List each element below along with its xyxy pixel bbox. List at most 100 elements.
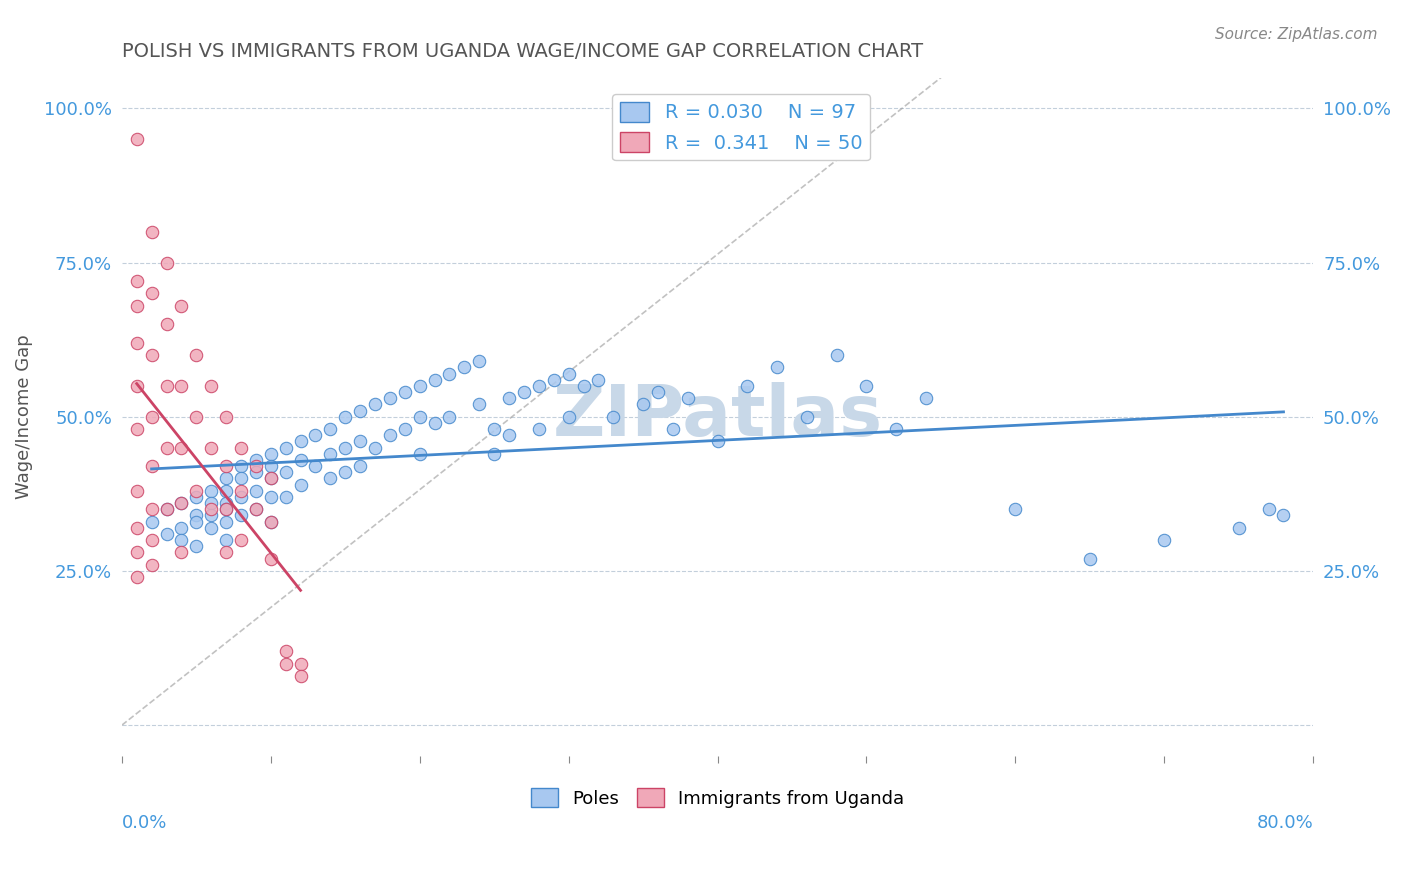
- Immigrants from Uganda: [245, 459, 267, 474]
- Poles: [155, 502, 177, 516]
- Immigrants from Uganda: [260, 515, 283, 529]
- Poles: [260, 459, 283, 474]
- Poles: [1078, 551, 1101, 566]
- Poles: [394, 422, 416, 436]
- Immigrants from Uganda: [125, 132, 148, 146]
- Immigrants from Uganda: [200, 441, 222, 455]
- Poles: [260, 490, 283, 504]
- Poles: [260, 471, 283, 485]
- Poles: [482, 422, 505, 436]
- Immigrants from Uganda: [125, 570, 148, 584]
- Immigrants from Uganda: [290, 657, 312, 671]
- Poles: [274, 490, 297, 504]
- Poles: [335, 409, 357, 424]
- Immigrants from Uganda: [141, 533, 163, 548]
- Immigrants from Uganda: [170, 299, 193, 313]
- Immigrants from Uganda: [155, 441, 177, 455]
- Poles: [274, 441, 297, 455]
- Poles: [572, 379, 595, 393]
- Poles: [245, 502, 267, 516]
- Poles: [825, 348, 848, 362]
- Immigrants from Uganda: [141, 409, 163, 424]
- Poles: [409, 447, 432, 461]
- Poles: [141, 515, 163, 529]
- Immigrants from Uganda: [170, 441, 193, 455]
- Immigrants from Uganda: [125, 483, 148, 498]
- Poles: [588, 373, 610, 387]
- Poles: [409, 409, 432, 424]
- Poles: [304, 428, 326, 442]
- Poles: [676, 392, 699, 406]
- Poles: [186, 508, 208, 523]
- Immigrants from Uganda: [170, 545, 193, 559]
- Immigrants from Uganda: [125, 335, 148, 350]
- Immigrants from Uganda: [290, 669, 312, 683]
- Immigrants from Uganda: [125, 545, 148, 559]
- Poles: [498, 428, 520, 442]
- Text: 80.0%: 80.0%: [1257, 814, 1313, 831]
- Immigrants from Uganda: [141, 348, 163, 362]
- Immigrants from Uganda: [200, 379, 222, 393]
- Immigrants from Uganda: [155, 255, 177, 269]
- Text: 0.0%: 0.0%: [122, 814, 167, 831]
- Poles: [229, 490, 252, 504]
- Poles: [796, 409, 818, 424]
- Poles: [364, 397, 387, 411]
- Poles: [557, 409, 579, 424]
- Poles: [766, 360, 789, 375]
- Poles: [915, 392, 938, 406]
- Immigrants from Uganda: [215, 545, 238, 559]
- Immigrants from Uganda: [215, 409, 238, 424]
- Poles: [245, 465, 267, 479]
- Immigrants from Uganda: [186, 409, 208, 424]
- Poles: [423, 373, 446, 387]
- Poles: [513, 385, 536, 400]
- Immigrants from Uganda: [229, 483, 252, 498]
- Immigrants from Uganda: [125, 299, 148, 313]
- Poles: [229, 471, 252, 485]
- Poles: [378, 392, 401, 406]
- Poles: [349, 403, 371, 417]
- Immigrants from Uganda: [229, 533, 252, 548]
- Immigrants from Uganda: [155, 379, 177, 393]
- Poles: [229, 508, 252, 523]
- Poles: [423, 416, 446, 430]
- Immigrants from Uganda: [141, 558, 163, 572]
- Immigrants from Uganda: [245, 502, 267, 516]
- Poles: [631, 397, 654, 411]
- Poles: [498, 392, 520, 406]
- Poles: [1004, 502, 1026, 516]
- Poles: [200, 508, 222, 523]
- Immigrants from Uganda: [125, 274, 148, 288]
- Poles: [229, 459, 252, 474]
- Poles: [335, 465, 357, 479]
- Poles: [439, 367, 461, 381]
- Poles: [453, 360, 475, 375]
- Poles: [245, 453, 267, 467]
- Poles: [290, 453, 312, 467]
- Immigrants from Uganda: [170, 379, 193, 393]
- Immigrants from Uganda: [155, 318, 177, 332]
- Poles: [647, 385, 669, 400]
- Poles: [349, 434, 371, 449]
- Poles: [319, 471, 342, 485]
- Poles: [170, 533, 193, 548]
- Immigrants from Uganda: [200, 502, 222, 516]
- Poles: [155, 527, 177, 541]
- Poles: [394, 385, 416, 400]
- Immigrants from Uganda: [170, 496, 193, 510]
- Immigrants from Uganda: [125, 521, 148, 535]
- Poles: [200, 496, 222, 510]
- Immigrants from Uganda: [125, 379, 148, 393]
- Poles: [1257, 502, 1279, 516]
- Immigrants from Uganda: [274, 644, 297, 658]
- Poles: [527, 379, 550, 393]
- Poles: [527, 422, 550, 436]
- Poles: [215, 502, 238, 516]
- Immigrants from Uganda: [274, 657, 297, 671]
- Immigrants from Uganda: [260, 471, 283, 485]
- Immigrants from Uganda: [125, 422, 148, 436]
- Poles: [884, 422, 907, 436]
- Poles: [468, 397, 491, 411]
- Poles: [290, 477, 312, 491]
